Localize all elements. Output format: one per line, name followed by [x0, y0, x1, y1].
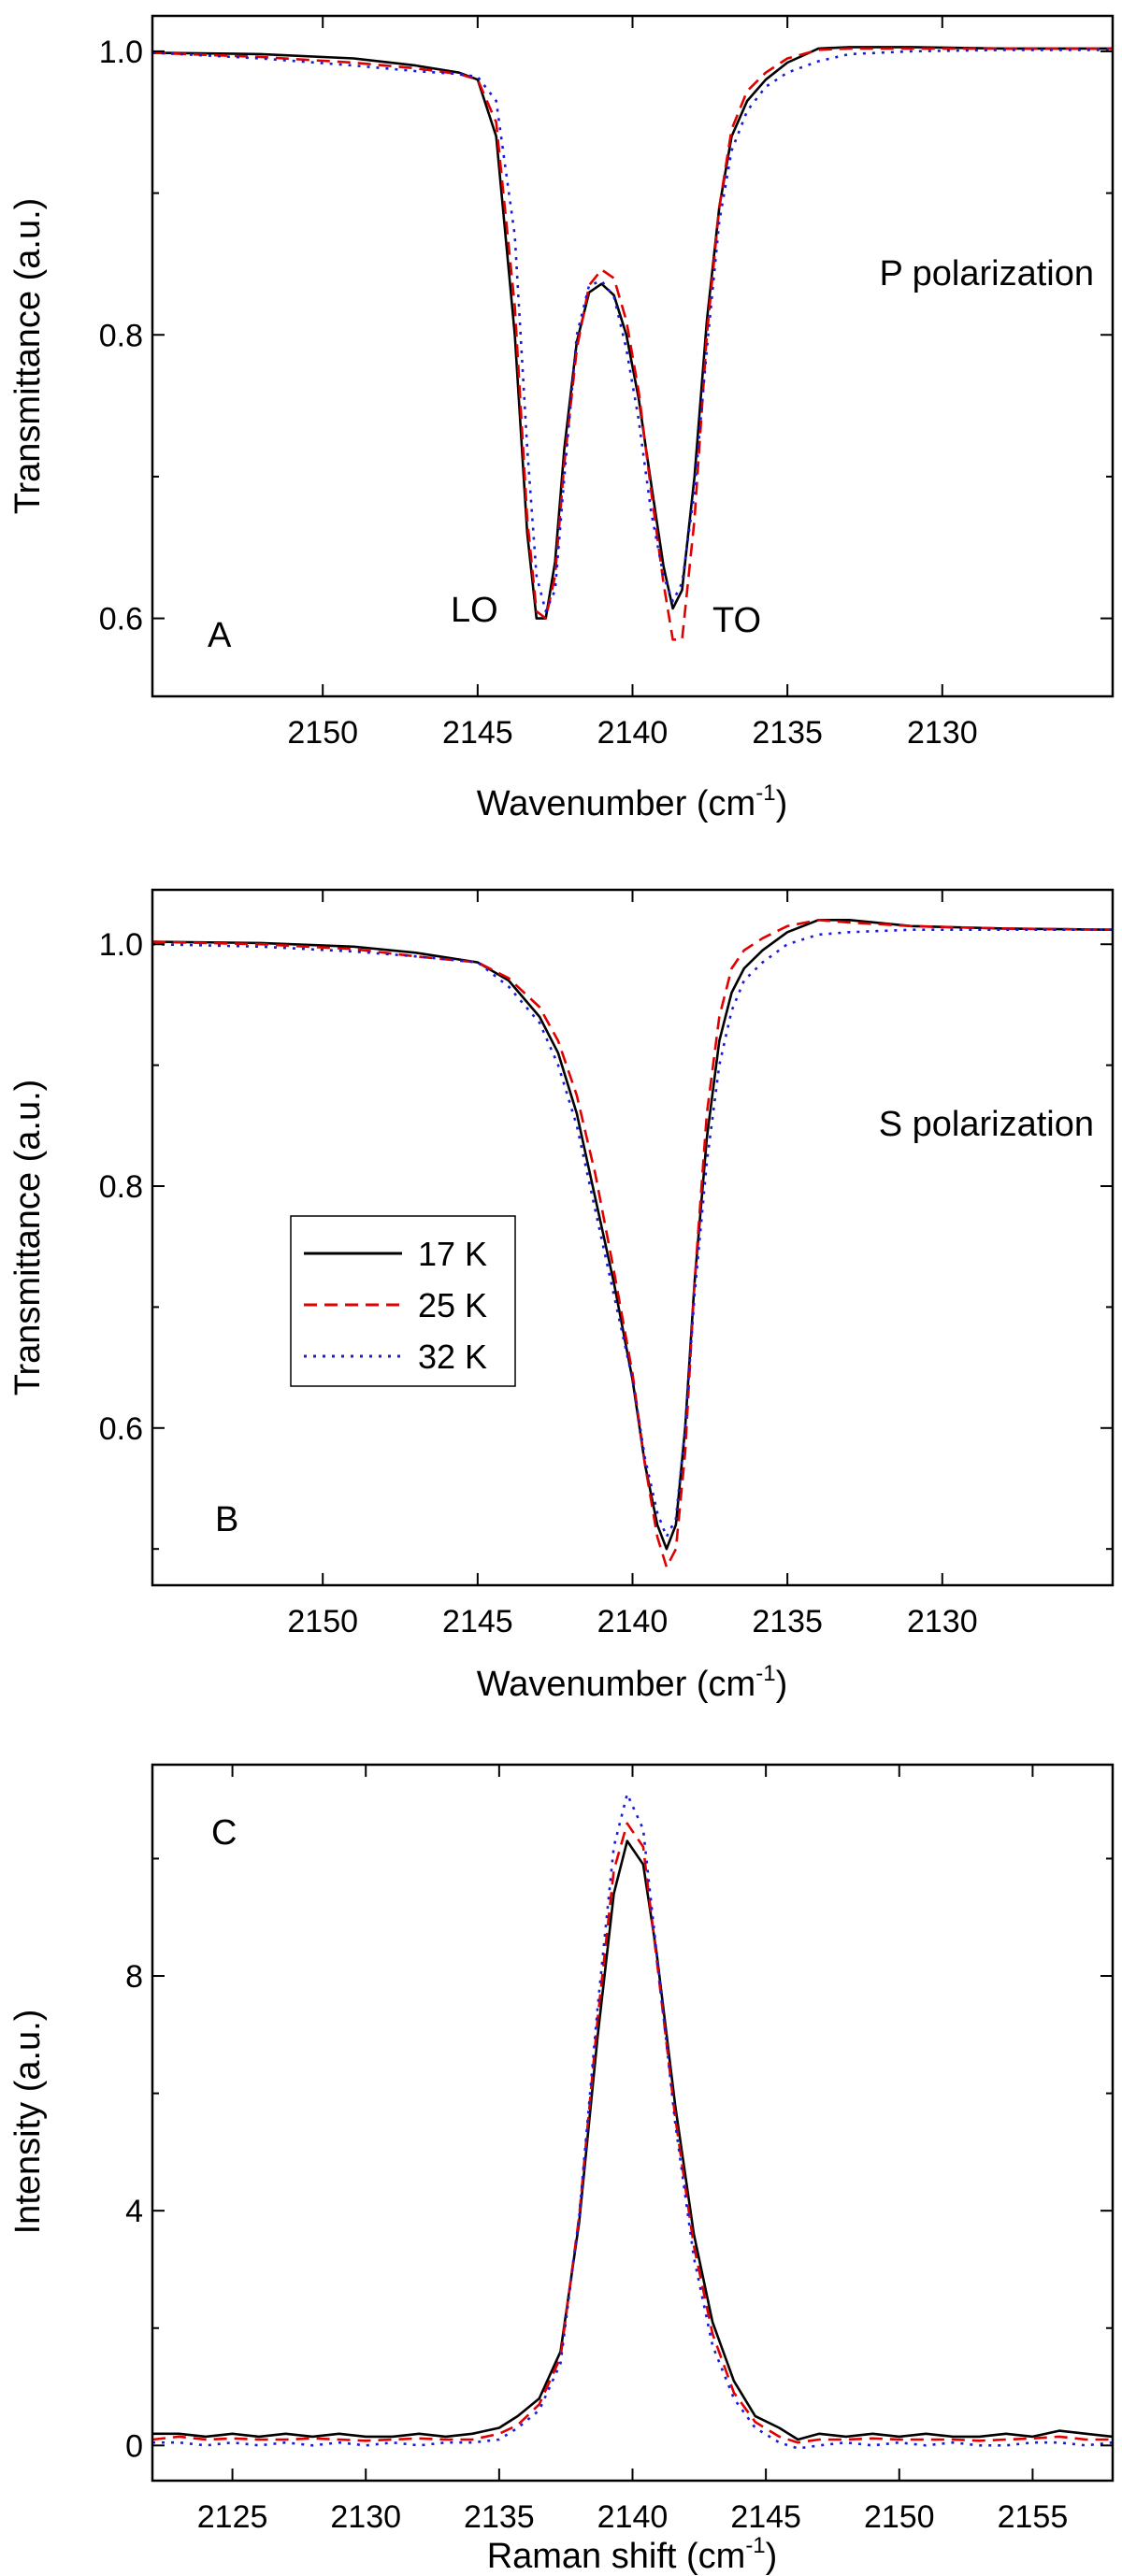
series-line-a-17k: [151, 46, 1113, 620]
panel-b: 2150 2145 2140 2135 2130 0.6 0.8 1.0 Wavenumber…: [8, 888, 1115, 1704]
legend-box: [290, 1215, 516, 1387]
y-tick-label-c-0: 0: [125, 2428, 143, 2464]
legend-label-25k: 25 K: [418, 1286, 487, 1324]
x-tick-label-c-2140: 2140: [597, 2499, 669, 2535]
x-tick-label-b-2135: 2135: [752, 1604, 823, 1639]
x-tick-label-b-2140: 2140: [597, 1604, 669, 1639]
x-tick-label-a-2130: 2130: [907, 715, 978, 751]
panel-a: 2150 2145 2140 2135 2130 0.6 0.8 1.0 Wavenumber…: [8, 14, 1115, 823]
y-tick-label-a-1: 1.0: [99, 35, 143, 70]
y-tick-label-b-0.8: 0.8: [99, 1169, 143, 1205]
series-line-c-25k: [151, 1822, 1113, 2444]
ticks-layer-b: 2150 2145 2140 2135 2130 0.6 0.8 1.0: [99, 890, 1113, 1639]
x-tick-label-c-2125: 2125: [197, 2499, 268, 2535]
series-line-a-25k: [151, 47, 1113, 641]
x-tick-label-a-2140: 2140: [597, 715, 669, 751]
y-tick-label-a-0.8: 0.8: [99, 318, 143, 353]
ticks-layer-c: 2125 2130 2135 2140 2145 2150 2155 0 4 8: [125, 1765, 1113, 2535]
x-tick-label-c-2150: 2150: [864, 2499, 935, 2535]
x-tick-label-b-2130: 2130: [907, 1604, 978, 1639]
x-tick-label-a-2135: 2135: [752, 715, 823, 751]
x-axis-label-a: Wavenumber (cm-1): [477, 780, 787, 823]
x-axis-label-c: Raman shift (cm-1): [487, 2533, 778, 2576]
x-tick-label-a-2145: 2145: [442, 715, 513, 751]
annotation-s-polarization: S polarization: [879, 1105, 1094, 1144]
annotation-lo: LO: [451, 591, 498, 630]
y-tick-label-a-0.6: 0.6: [99, 602, 143, 637]
series-line-a-32k: [151, 49, 1113, 613]
y-tick-label-b-0.6: 0.6: [99, 1411, 143, 1447]
series-line-b-25k: [151, 918, 1114, 1568]
series-line-c-32k: [152, 1793, 1114, 2450]
annotation-to: TO: [712, 601, 761, 640]
series-layer-c: [151, 1793, 1114, 2450]
x-tick-label-c-2155: 2155: [998, 2499, 1069, 2535]
series-layer-a: [151, 46, 1113, 641]
plot-frame-c: [151, 1763, 1115, 2483]
y-axis-label-a: Transmittance (a.u.): [8, 198, 48, 515]
y-tick-label-c-4: 4: [125, 2194, 143, 2229]
legend-label-32k: 32 K: [418, 1338, 487, 1376]
x-tick-label-b-2145: 2145: [442, 1604, 513, 1639]
x-tick-label-a-2150: 2150: [287, 715, 358, 751]
y-axis-label-c: Intensity (a.u.): [8, 2010, 48, 2235]
legend-label-17k: 17 K: [418, 1235, 487, 1273]
x-tick-label-b-2150: 2150: [287, 1604, 358, 1639]
legend: 17 K 25 K 32 K: [290, 1215, 516, 1387]
y-tick-label-c-8: 8: [125, 1959, 143, 1995]
x-tick-label-c-2130: 2130: [330, 2499, 401, 2535]
x-tick-label-c-2145: 2145: [730, 2499, 801, 2535]
series-line-c-17k: [152, 1839, 1114, 2441]
panel-c: 2125 2130 2135 2140 2145 2150 2155 0 4 8 Raman sh…: [8, 1763, 1115, 2576]
y-tick-label-b-1: 1.0: [99, 927, 143, 963]
panel-label-c: C: [211, 1813, 237, 1853]
x-tick-label-c-2135: 2135: [464, 2499, 535, 2535]
panel-label-a: A: [208, 616, 232, 655]
x-axis-label-b: Wavenumber (cm-1): [477, 1661, 787, 1704]
series-line-b-17k: [151, 918, 1114, 1551]
series-layer-b: [151, 918, 1114, 1568]
ticks-layer-a: 2150 2145 2140 2135 2130 0.6 0.8 1.0: [99, 16, 1113, 751]
panel-label-b: B: [215, 1500, 238, 1539]
annotation-p-polarization: P polarization: [879, 254, 1094, 293]
y-axis-label-b: Transmittance (a.u.): [8, 1080, 48, 1396]
